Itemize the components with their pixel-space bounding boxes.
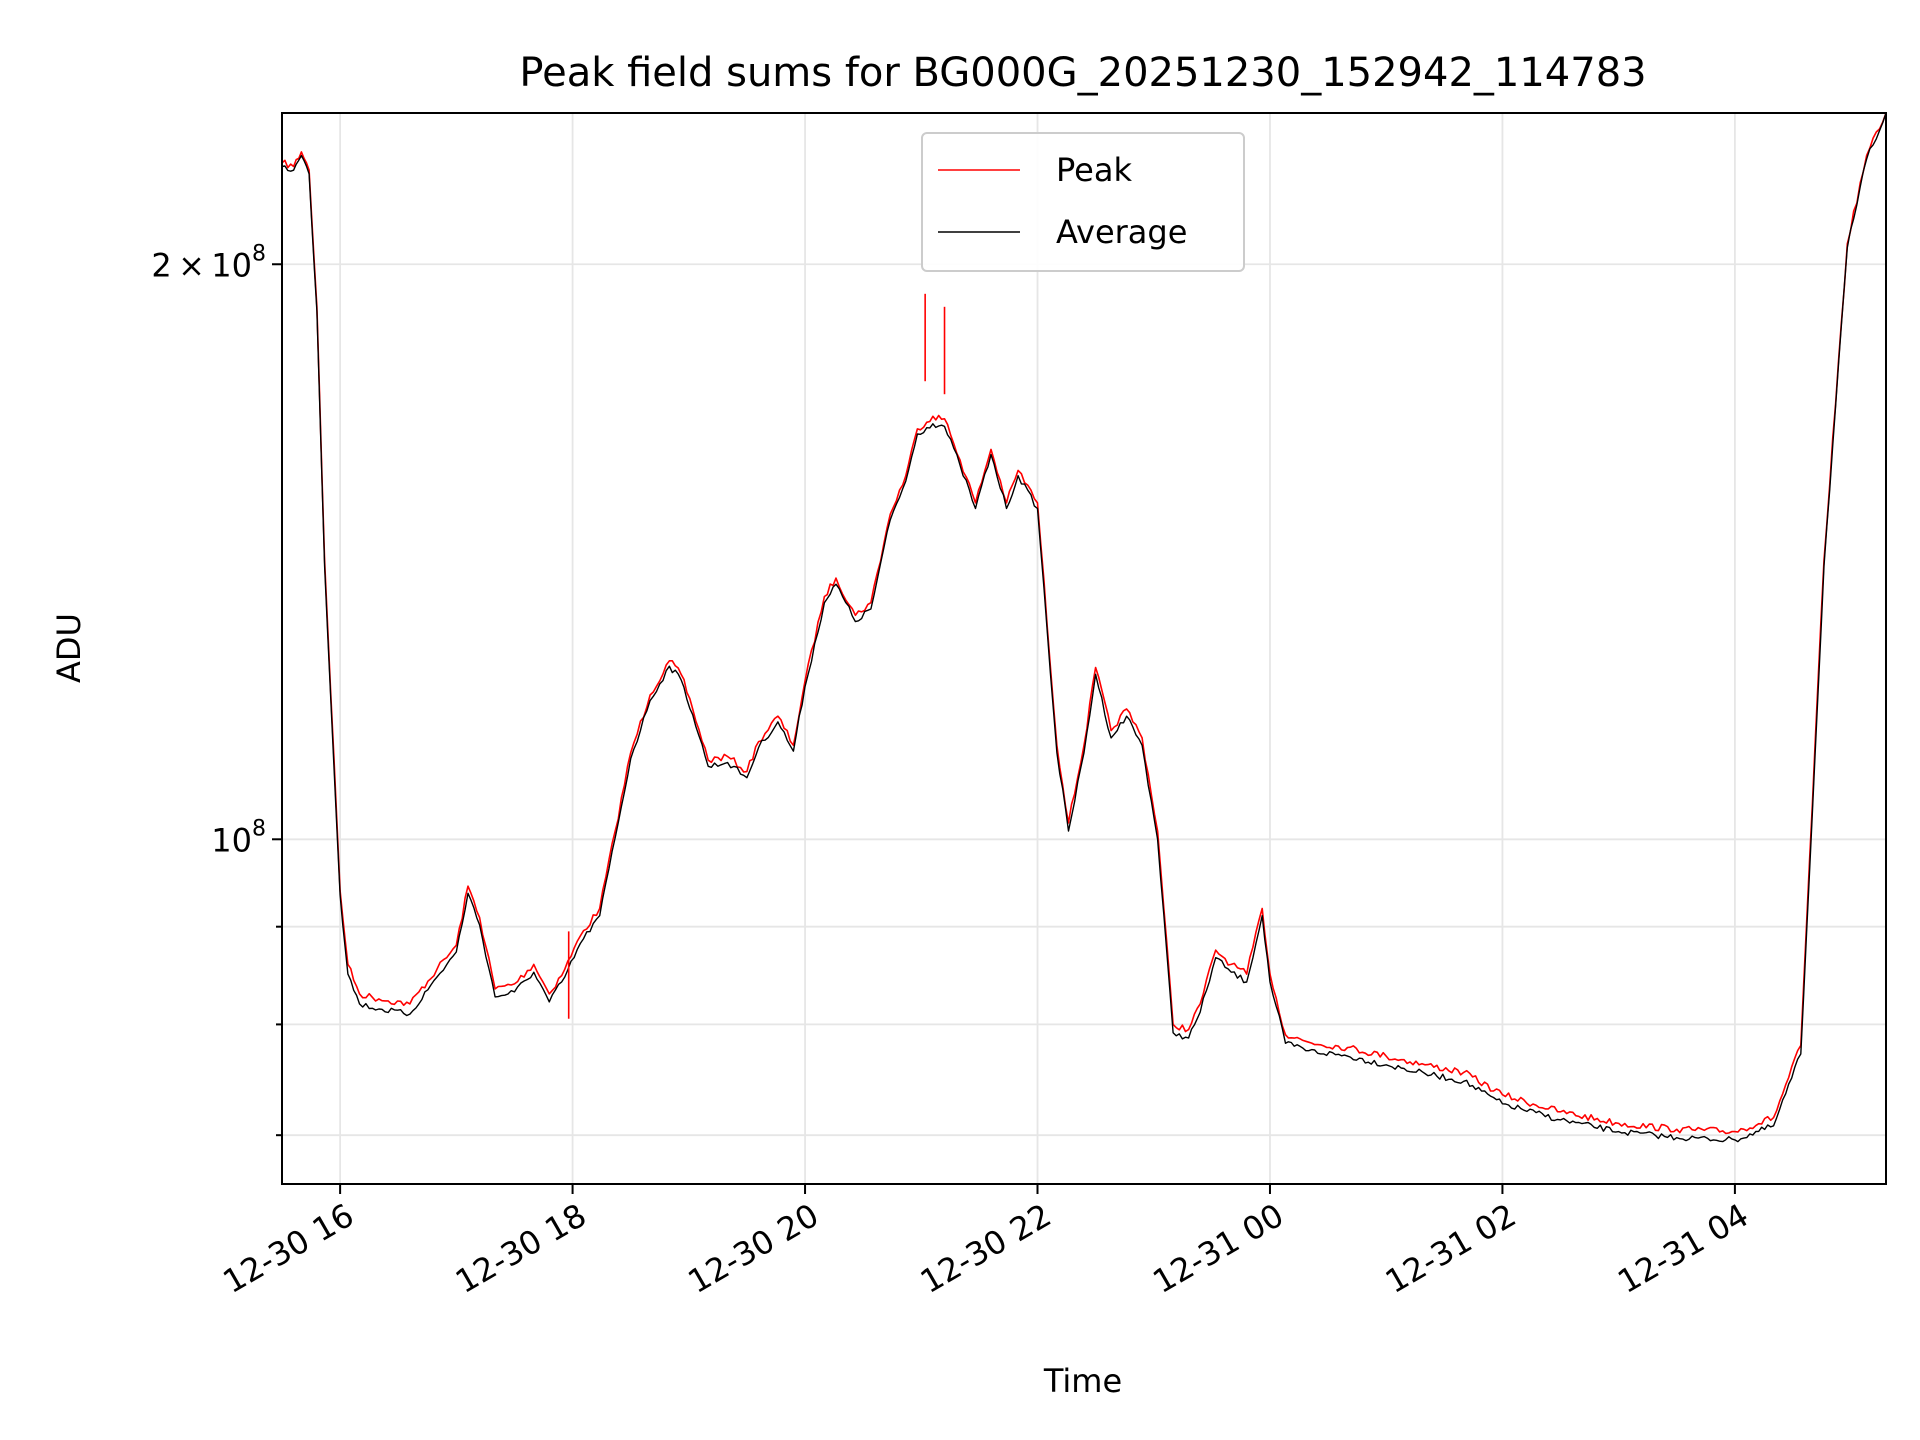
legend: Peak Average	[921, 132, 1245, 272]
grid-layer	[282, 113, 1886, 1184]
chart-title: Peak field sums for BG000G_20251230_1529…	[519, 50, 1646, 96]
y-tick-label: 108	[211, 816, 266, 859]
y-axis-label: ADU	[50, 613, 88, 683]
legend-label-average: Average	[1056, 213, 1187, 251]
series-layer	[282, 113, 1886, 1143]
series-line-peak	[282, 113, 1886, 1135]
x-axis-label: Time	[1043, 1362, 1122, 1400]
legend-label-peak: Peak	[1056, 151, 1132, 189]
plot-frame	[281, 112, 1887, 1185]
legend-box	[921, 132, 1245, 272]
y-tick-label: 2 × 108	[151, 241, 266, 284]
series-line-average	[282, 113, 1886, 1143]
